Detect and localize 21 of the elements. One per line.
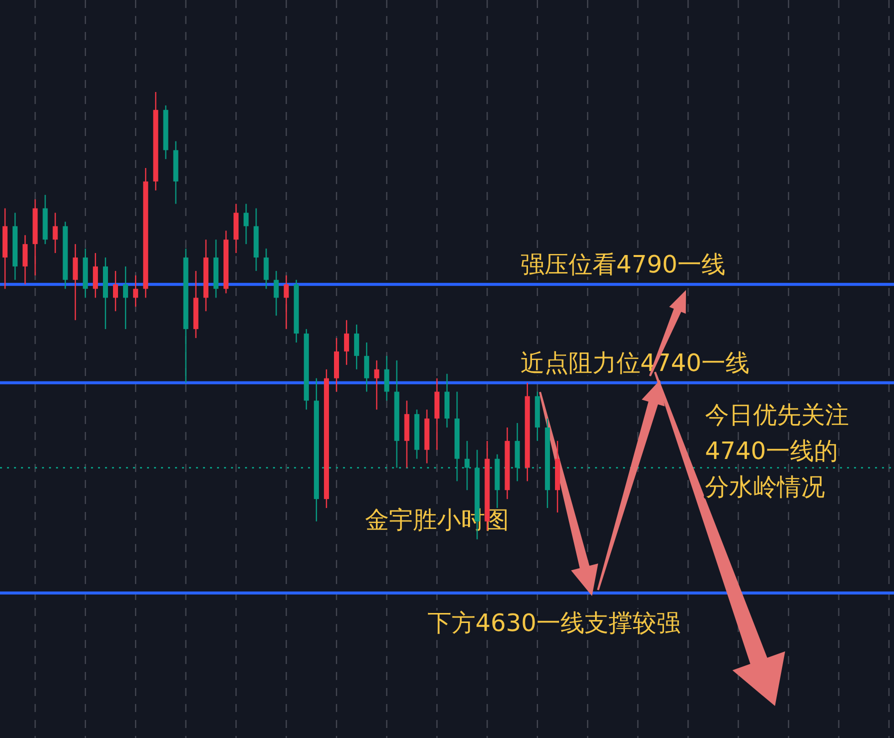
candlestick [344, 320, 350, 366]
candlestick [274, 270, 279, 316]
candlestick [113, 270, 118, 312]
candlestick [284, 274, 289, 330]
candlestick [133, 274, 138, 308]
annotation: 4740一线的 [705, 437, 838, 465]
candlestick [123, 266, 128, 330]
candlestick [354, 324, 360, 370]
candlestick [264, 248, 269, 290]
candlestick [374, 360, 380, 410]
candlestick [384, 355, 390, 402]
candlestick [22, 234, 28, 285]
ref-line-label: 下方4630一线支撑较强 [427, 609, 680, 637]
annotation: 今日优先关注 [705, 401, 849, 429]
candlestick [72, 243, 78, 321]
annotation: 分水岭情况 [705, 473, 825, 501]
candlestick [244, 203, 249, 245]
candlestick [364, 342, 370, 392]
ref-line-label: 强压位看4790一线 [520, 250, 726, 278]
candlestick [92, 252, 98, 298]
candlestick [52, 212, 58, 254]
